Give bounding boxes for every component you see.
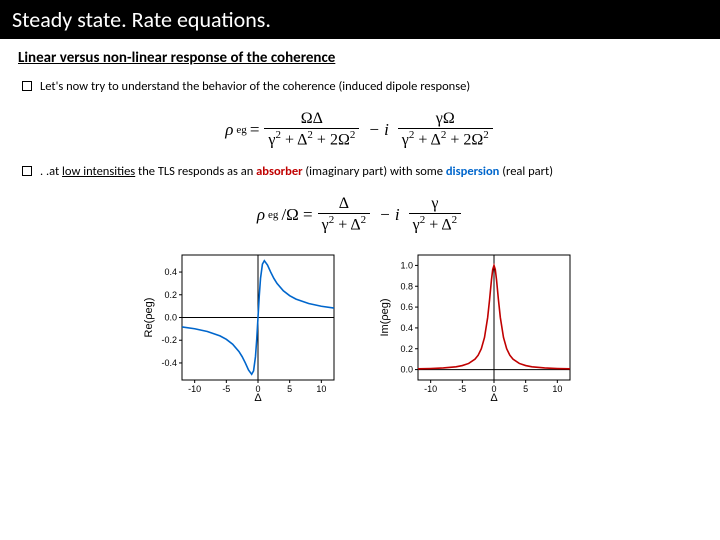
eq2-num1: Δ <box>335 194 353 213</box>
bullet-1: Let's now try to understand the behavior… <box>22 79 698 95</box>
plot-real-svg: -10-50510-0.4-0.20.00.20.4ΔRe(ρeg) <box>142 249 342 404</box>
eq2-div: /Ω = <box>281 205 312 225</box>
eq1-lhs-sym: ρ <box>225 120 233 140</box>
svg-text:0.6: 0.6 <box>400 302 413 312</box>
svg-text:Re(ρeg): Re(ρeg) <box>143 297 155 337</box>
svg-text:0.0: 0.0 <box>400 364 413 374</box>
bullet-1-text: Let's now try to understand the behavior… <box>40 79 470 95</box>
checkbox-icon <box>22 166 32 176</box>
eq1-lhs-sub: eg <box>236 124 246 136</box>
plot-imag: -10-505100.00.20.40.60.81.0ΔIm(ρeg) <box>378 249 578 404</box>
eq1-frac2: γΩ γ2 + Δ2 + 2Ω2 <box>398 109 493 150</box>
svg-text:0.2: 0.2 <box>400 344 413 354</box>
eq1-num2: γΩ <box>432 109 459 128</box>
svg-text:-10: -10 <box>424 384 437 394</box>
plot-imag-svg: -10-505100.00.20.40.60.81.0ΔIm(ρeg) <box>378 249 578 404</box>
svg-text:Δ: Δ <box>490 392 498 404</box>
checkbox-icon <box>22 81 32 91</box>
svg-text:-0.2: -0.2 <box>161 335 177 345</box>
eq2-frac2: γ γ2 + Δ2 <box>409 194 462 235</box>
svg-text:-5: -5 <box>458 384 466 394</box>
svg-text:0.4: 0.4 <box>164 267 177 277</box>
eq1-frac1: ΩΔ γ2 + Δ2 + 2Ω2 <box>264 109 359 150</box>
eq1-minus-i: − i <box>368 120 388 140</box>
svg-text:-5: -5 <box>222 384 230 394</box>
svg-text:0.4: 0.4 <box>400 323 413 333</box>
svg-text:1.0: 1.0 <box>400 260 413 270</box>
svg-text:5: 5 <box>523 384 528 394</box>
svg-text:10: 10 <box>316 384 326 394</box>
bullet-2-text: . .at low intensities the TLS responds a… <box>40 164 553 180</box>
svg-text:0.8: 0.8 <box>400 281 413 291</box>
eq1-num1: ΩΔ <box>297 109 327 128</box>
svg-text:-0.4: -0.4 <box>161 358 177 368</box>
eq2-frac1: Δ γ2 + Δ2 <box>318 194 371 235</box>
eq2-num2: γ <box>427 194 442 213</box>
svg-text:0.2: 0.2 <box>164 290 177 300</box>
eq2-den1: γ2 + Δ2 <box>318 214 371 235</box>
eq1-den1: γ2 + Δ2 + 2Ω2 <box>264 129 359 150</box>
eq1-equals: = <box>250 120 260 140</box>
plots-row: -10-50510-0.4-0.20.00.20.4ΔRe(ρeg) -10-5… <box>0 249 720 404</box>
eq2-lhs-sub: eg <box>268 209 278 221</box>
section-subtitle: Linear versus non-linear response of the… <box>18 49 702 67</box>
svg-text:Δ: Δ <box>254 392 262 404</box>
plot-real: -10-50510-0.4-0.20.00.20.4ΔRe(ρeg) <box>142 249 342 404</box>
eq2-lhs-sym: ρ <box>257 205 265 225</box>
svg-text:-10: -10 <box>188 384 201 394</box>
svg-text:5: 5 <box>287 384 292 394</box>
svg-text:10: 10 <box>552 384 562 394</box>
eq2-minus-i: − i <box>379 205 399 225</box>
page-title: Steady state. Rate equations. <box>12 6 271 33</box>
bullet-2: . .at low intensities the TLS responds a… <box>22 164 698 180</box>
equation-2: ρeg /Ω = Δ γ2 + Δ2 − i γ γ2 + Δ2 <box>0 194 720 235</box>
equation-1: ρeg = ΩΔ γ2 + Δ2 + 2Ω2 − i γΩ γ2 + Δ2 + … <box>0 109 720 150</box>
eq1-den2: γ2 + Δ2 + 2Ω2 <box>398 129 493 150</box>
header-bar: Steady state. Rate equations. <box>0 0 720 39</box>
eq2-den2: γ2 + Δ2 <box>409 214 462 235</box>
svg-text:0.0: 0.0 <box>164 312 177 322</box>
svg-text:Im(ρeg): Im(ρeg) <box>379 298 391 336</box>
